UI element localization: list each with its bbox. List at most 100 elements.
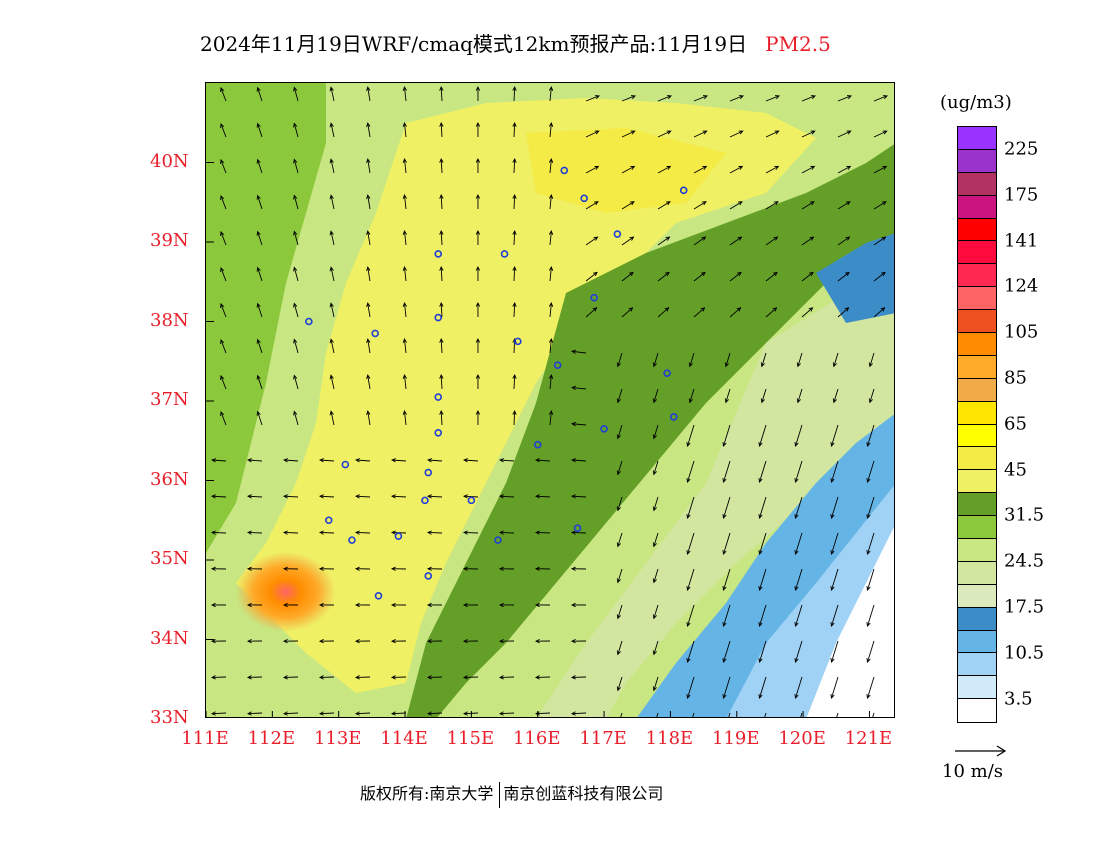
- wind-vector: [831, 568, 839, 591]
- wind-arrowhead: [809, 271, 814, 277]
- wind-arrowhead: [722, 621, 727, 628]
- wind-arrowhead: [462, 638, 468, 644]
- station-marker[interactable]: [434, 250, 443, 258]
- station-marker[interactable]: [600, 425, 608, 433]
- wind-vector: [513, 374, 516, 390]
- wind-vector: [392, 459, 407, 462]
- lat-label: 35N: [150, 548, 189, 569]
- title-text: 2024年11月19日WRF/cmaq模式12km预报产品:11月19日: [200, 32, 748, 56]
- wind-arrowhead: [760, 398, 765, 404]
- pollution-zone-pale-east: [537, 273, 894, 717]
- wind-arrowhead: [391, 458, 396, 463]
- wind-arrowhead: [794, 513, 799, 520]
- wind-vector: [617, 532, 623, 547]
- wind-vector: [836, 712, 839, 717]
- station-marker[interactable]: [324, 516, 333, 525]
- wind-arrowhead: [283, 458, 288, 463]
- wind-vector: [513, 122, 516, 138]
- wind-vector: [657, 130, 671, 138]
- wind-vector: [621, 165, 635, 174]
- station-marker[interactable]: [371, 329, 379, 338]
- colorbar-cell: [958, 149, 996, 173]
- wind-arrowhead: [512, 85, 517, 91]
- wind-vector: [355, 532, 371, 534]
- wind-arrowhead: [616, 470, 621, 476]
- wind-arrowhead: [866, 585, 871, 592]
- station-marker[interactable]: [560, 166, 569, 175]
- station-marker[interactable]: [421, 496, 429, 505]
- station-marker[interactable]: [679, 186, 688, 195]
- station-marker[interactable]: [663, 369, 671, 377]
- wind-arrowhead: [211, 458, 216, 463]
- wind-arrowhead: [220, 266, 225, 272]
- wind-arrowhead: [498, 602, 504, 608]
- wind-vector: [759, 532, 767, 555]
- wind-arrowhead: [594, 165, 600, 170]
- wind-vectors: [210, 85, 888, 717]
- station-marker[interactable]: [424, 468, 433, 477]
- station-marker[interactable]: [434, 428, 443, 437]
- station-marker[interactable]: [341, 460, 350, 469]
- wind-arrowhead: [686, 693, 691, 700]
- wind-arrowhead: [293, 338, 298, 344]
- wind-arrowhead: [256, 338, 261, 344]
- wind-arrowhead: [463, 458, 468, 463]
- wind-arrowhead: [774, 95, 780, 100]
- wind-arrowhead: [512, 301, 517, 307]
- wind-arrowhead: [439, 409, 444, 415]
- station-marker[interactable]: [494, 536, 502, 544]
- station-marker[interactable]: [348, 536, 356, 544]
- wind-vector: [440, 410, 443, 426]
- wind-vector: [257, 267, 263, 282]
- station-marker[interactable]: [424, 572, 433, 580]
- station-marker[interactable]: [573, 524, 582, 533]
- station-marker[interactable]: [669, 413, 678, 421]
- wind-vector: [764, 712, 767, 717]
- forecast-map[interactable]: [205, 82, 895, 718]
- wind-vector: [284, 459, 299, 462]
- colorbar-tick-label: 24.5: [1004, 550, 1045, 572]
- wind-vector: [585, 272, 598, 282]
- wind-vector: [293, 303, 299, 318]
- wind-vector: [572, 459, 587, 462]
- station-marker[interactable]: [553, 361, 562, 370]
- station-marker[interactable]: [467, 496, 476, 505]
- map-canvas[interactable]: [206, 83, 895, 718]
- wind-arrowhead: [282, 711, 288, 716]
- wind-vector: [687, 496, 695, 519]
- wind-vector: [367, 375, 371, 390]
- station-marker[interactable]: [434, 393, 443, 401]
- wind-vector: [693, 307, 705, 318]
- colorbar-tick-label: 17.5: [1004, 596, 1045, 618]
- wind-vector: [549, 231, 552, 246]
- wind-vector: [404, 303, 407, 318]
- wind-arrowhead: [702, 130, 708, 135]
- wind-arrowhead: [475, 193, 481, 199]
- wind-vector: [765, 236, 778, 246]
- station-marker[interactable]: [394, 532, 403, 540]
- colorbar-tick-label: 175: [1004, 184, 1039, 206]
- station-marker[interactable]: [374, 591, 383, 600]
- station-marker[interactable]: [533, 440, 542, 449]
- station-marker[interactable]: [305, 317, 313, 326]
- wind-arrowhead: [390, 602, 396, 608]
- wind-vector: [293, 339, 299, 354]
- wind-arrowhead: [571, 421, 576, 427]
- lon-label: 116E: [512, 728, 561, 749]
- wind-arrowhead: [220, 338, 225, 344]
- station-marker[interactable]: [590, 293, 598, 302]
- station-marker[interactable]: [514, 337, 522, 346]
- wind-arrowhead: [475, 157, 481, 163]
- station-marker[interactable]: [613, 230, 622, 238]
- wind-arrowhead: [794, 477, 799, 484]
- wind-vector: [391, 495, 407, 498]
- wind-arrowhead: [402, 86, 407, 92]
- wind-vector: [653, 352, 659, 367]
- wind-arrowhead: [256, 374, 261, 380]
- wind-vector: [367, 303, 371, 318]
- station-marker[interactable]: [500, 250, 509, 258]
- station-marker[interactable]: [580, 194, 588, 203]
- station-marker[interactable]: [434, 313, 443, 322]
- wind-arrowhead: [402, 194, 407, 200]
- wind-arrowhead: [830, 693, 835, 700]
